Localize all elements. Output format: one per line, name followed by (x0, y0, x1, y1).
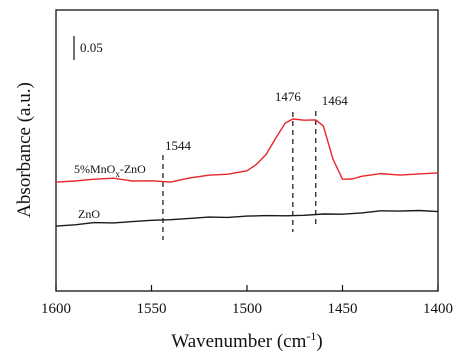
series-lines (55, 118, 439, 227)
series-label-mnox-zno: 5%MnOx-ZnO (74, 162, 146, 179)
x-axis-ticks: 1600 1550 1500 1450 1400 (41, 285, 453, 317)
x-tick-label: 1550 (137, 301, 167, 317)
x-tick-label: 1500 (232, 301, 262, 317)
x-tick-label: 1450 (328, 301, 358, 317)
x-axis-label-main: Wavenumber (cm (171, 331, 306, 352)
annotation-labels: 1544 1476 1464 (165, 89, 348, 153)
series-label-mnox-tail: -ZnO (120, 162, 146, 176)
series-label-zno: ZnO (78, 207, 100, 221)
x-axis-label-close: ) (316, 331, 322, 352)
x-axis-label: Wavenumber (cm-1) (171, 329, 322, 352)
annotation-label-1464: 1464 (322, 93, 349, 108)
series-label-mnox-main: 5%MnO (74, 162, 116, 176)
y-axis-label: Absorbance (a.u.) (14, 82, 35, 218)
series-line-zno (55, 209, 439, 227)
x-tick-label: 1600 (41, 301, 71, 317)
series-line-mnox-zno (55, 118, 439, 183)
annotation-lines (162, 111, 317, 240)
annotation-label-1476: 1476 (275, 89, 302, 104)
x-axis-label-unit-sup: -1 (306, 329, 316, 343)
series-label-mnox-sub: x (115, 169, 120, 179)
x-tick-label: 1400 (423, 301, 453, 317)
scale-bar-label: 0.05 (80, 40, 103, 55)
annotation-label-1544: 1544 (165, 138, 192, 153)
scale-bar: 0.05 (73, 36, 103, 60)
plot-frame (55, 9, 439, 292)
